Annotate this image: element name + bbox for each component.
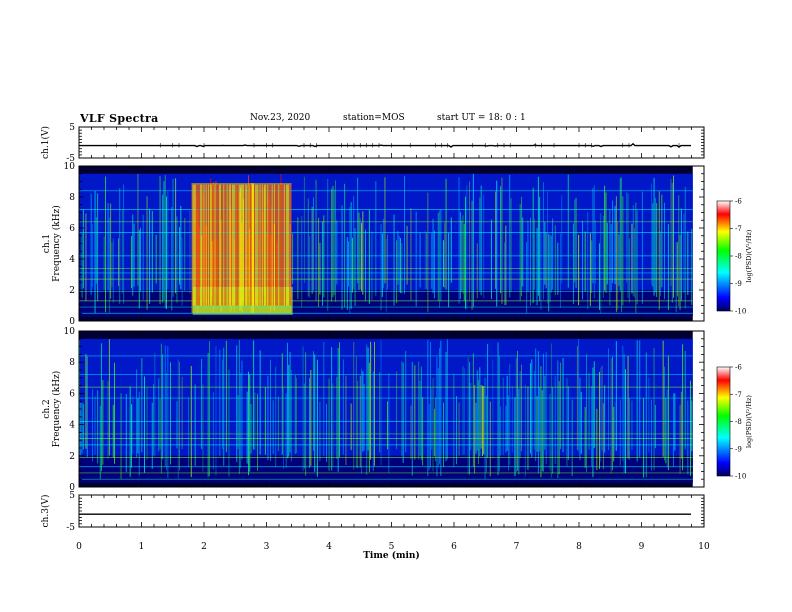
colorbar-label: log(PSD)(V²/Hz) — [745, 395, 753, 448]
y-tick-label: 8 — [69, 193, 75, 203]
start-time-label: start UT = 18: 0 : 1 — [437, 113, 526, 123]
figure-title: VLF Spectra — [80, 112, 159, 125]
panel-ch1-waveform: 5 -5 ch.1(V) — [40, 123, 705, 164]
waveform-trace — [79, 142, 691, 148]
colorbar-tick-label: -7 — [735, 225, 742, 233]
y-tick-label: 2 — [69, 286, 75, 296]
y-tick-label: 6 — [69, 224, 75, 234]
colorbar-tick-label: -7 — [735, 391, 742, 399]
y-tick-label: 6 — [69, 389, 75, 399]
y-tick-label: 4 — [69, 255, 75, 265]
y-axis-label: ch.3(V) — [40, 495, 51, 528]
colorbar-gradient — [716, 366, 731, 477]
x-tick-label: 3 — [264, 542, 270, 552]
y-axis-label: ch.1(V) — [40, 126, 51, 159]
y-tick-label: 5 — [69, 123, 75, 133]
x-tick-label: 5 — [389, 542, 395, 552]
y-tick-label: 10 — [64, 162, 76, 172]
y-tick-label: -5 — [66, 154, 75, 164]
y-axis-label: Frequency (kHz) — [51, 371, 62, 448]
panel-ch2-spectrogram: 0 2 4 6 8 10 ch.2 Frequency (kHz) — [42, 327, 705, 493]
colorbar-tick-label: -9 — [735, 280, 742, 288]
colorbar-tick-label: -9 — [735, 445, 742, 453]
x-tick-label: 2 — [201, 542, 207, 552]
y-tick-label: -5 — [66, 523, 75, 533]
x-axis-label: Time (min) — [363, 550, 420, 561]
date-label: Nov.23, 2020 — [250, 113, 311, 123]
colorbar-tick-label: -10 — [735, 473, 746, 481]
colorbar-gradient — [716, 200, 731, 312]
station-label: station=MOS — [343, 113, 405, 123]
colorbar-1: -6 -7 -8 -9 -10 log(PSD)(V²/Hz) — [716, 198, 753, 316]
x-tick-label: 8 — [576, 542, 582, 552]
x-tick-label: 9 — [639, 542, 645, 552]
x-tick-label: 1 — [139, 542, 145, 552]
y-axis-label-channel: ch.1 — [42, 234, 52, 253]
colorbar-tick-label: -8 — [735, 418, 742, 426]
y-tick-label: 0 — [69, 483, 75, 493]
y-tick-label: 10 — [64, 327, 76, 337]
y-tick-label: 8 — [69, 358, 75, 368]
x-tick-label: 7 — [514, 542, 520, 552]
colorbar-2: -6 -7 -8 -9 -10 log(PSD)(V²/Hz) — [716, 364, 753, 481]
colorbar-label: log(PSD)(V²/Hz) — [745, 229, 753, 282]
x-tick-label: 6 — [451, 542, 457, 552]
colorbar-tick-label: -6 — [735, 364, 742, 372]
x-tick-label: 10 — [698, 542, 710, 552]
x-tick-label: 4 — [326, 542, 332, 552]
x-tick-label: 0 — [76, 542, 82, 552]
y-tick-label: 0 — [69, 317, 75, 327]
y-axis-label: Frequency (kHz) — [51, 205, 62, 282]
y-tick-label: 4 — [69, 421, 75, 431]
y-tick-label: 2 — [69, 452, 75, 462]
colorbar-tick-label: -8 — [735, 253, 742, 261]
panel-ch1-spectrogram: 0 2 4 6 8 10 ch.1 Frequency (kHz) — [42, 162, 705, 327]
colorbar-tick-label: -6 — [735, 198, 742, 206]
y-axis-label-channel: ch.2 — [42, 399, 52, 418]
panel-ch3-waveform: 5 -5 ch.3(V) — [40, 491, 705, 533]
y-tick-label: 5 — [69, 491, 75, 501]
colorbar-tick-label: -10 — [735, 308, 746, 316]
